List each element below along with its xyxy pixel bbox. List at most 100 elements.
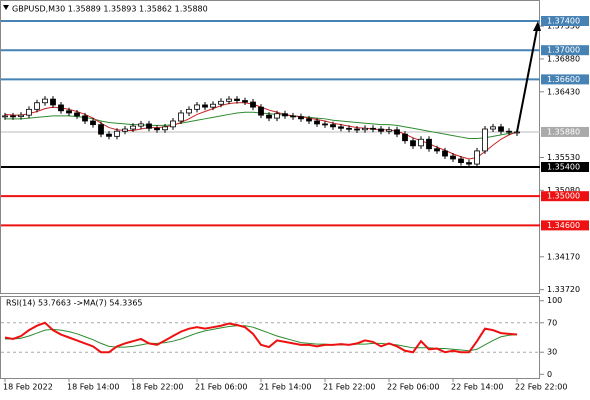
candle bbox=[362, 127, 368, 131]
candle bbox=[10, 115, 16, 118]
x-tick-label: 18 Feb 2022 bbox=[3, 383, 53, 392]
candle bbox=[226, 98, 232, 102]
x-tick-label: 21 Feb 22:00 bbox=[323, 383, 375, 392]
rsi-tick-label: 0 bbox=[547, 370, 552, 379]
candle bbox=[378, 128, 384, 132]
candle bbox=[82, 115, 88, 122]
rsi-tick-label: 100 bbox=[547, 296, 562, 305]
candle bbox=[2, 115, 8, 118]
candle bbox=[306, 118, 312, 122]
level-box bbox=[541, 16, 589, 27]
y-tick-label: 1.36880 bbox=[547, 54, 580, 63]
candle bbox=[178, 112, 184, 122]
arrow-line bbox=[516, 28, 538, 133]
candle bbox=[426, 138, 432, 150]
candle bbox=[474, 150, 480, 165]
candle bbox=[210, 103, 216, 108]
candle bbox=[218, 100, 224, 105]
candle bbox=[138, 123, 144, 127]
y-tick-label: 1.36430 bbox=[547, 87, 580, 96]
candle bbox=[162, 126, 168, 131]
rsi-ma-line bbox=[5, 325, 518, 352]
candle bbox=[434, 148, 440, 152]
candle bbox=[386, 129, 392, 132]
title-icon bbox=[3, 5, 9, 10]
rsi-tick-label: 30 bbox=[547, 348, 557, 357]
candle bbox=[514, 131, 520, 134]
candle bbox=[450, 155, 456, 160]
candle bbox=[18, 114, 24, 118]
candle bbox=[186, 108, 192, 114]
chart-title: GBPUSD,M30 1.35889 1.35893 1.35862 1.358… bbox=[12, 5, 208, 14]
candle bbox=[98, 124, 104, 135]
x-tick-label: 22 Feb 14:00 bbox=[451, 383, 503, 392]
candle bbox=[242, 100, 248, 103]
level-label: 1.36600 bbox=[547, 75, 580, 84]
candle bbox=[42, 98, 48, 104]
x-tick-label: 21 Feb 14:00 bbox=[259, 383, 311, 392]
candle bbox=[122, 128, 128, 132]
candle bbox=[34, 102, 40, 110]
y-tick-label: 1.33720 bbox=[547, 285, 580, 294]
candle bbox=[194, 104, 200, 110]
level-label: 1.34600 bbox=[547, 221, 580, 230]
candle bbox=[170, 120, 176, 128]
rsi-line bbox=[4, 321, 518, 354]
candle bbox=[370, 127, 376, 130]
candle bbox=[458, 158, 464, 164]
candle bbox=[290, 115, 296, 118]
level-label: 1.37400 bbox=[547, 17, 580, 26]
x-tick-label: 22 Feb 22:00 bbox=[515, 383, 567, 392]
candle bbox=[250, 101, 256, 108]
candle bbox=[338, 126, 344, 129]
candle bbox=[314, 120, 320, 125]
candle bbox=[274, 113, 280, 119]
x-tick-label: 18 Feb 22:00 bbox=[131, 383, 183, 392]
rsi-tick-label: 70 bbox=[547, 318, 557, 327]
candle bbox=[258, 106, 264, 116]
candle bbox=[66, 110, 72, 114]
candle bbox=[298, 116, 304, 120]
y-tick-label: 1.35530 bbox=[547, 153, 580, 162]
level-box bbox=[541, 220, 589, 231]
candle bbox=[202, 104, 208, 108]
candle bbox=[498, 126, 504, 132]
candle bbox=[442, 150, 448, 157]
candle bbox=[402, 133, 408, 142]
candle bbox=[154, 127, 160, 131]
price-frame bbox=[0, 0, 540, 294]
arrow-head bbox=[533, 21, 541, 32]
candle bbox=[106, 133, 112, 137]
level-label: 1.35400 bbox=[547, 162, 580, 171]
candle bbox=[130, 125, 136, 130]
candle bbox=[394, 129, 400, 135]
candle bbox=[346, 127, 352, 130]
current-price-box bbox=[541, 126, 589, 137]
candle bbox=[90, 120, 96, 126]
candle bbox=[58, 104, 64, 112]
candle bbox=[282, 113, 288, 117]
candle bbox=[354, 128, 360, 131]
candle bbox=[234, 98, 240, 101]
x-tick-label: 22 Feb 06:00 bbox=[387, 383, 439, 392]
candle bbox=[506, 130, 512, 133]
candle bbox=[322, 123, 328, 126]
candle bbox=[410, 140, 416, 147]
candle bbox=[74, 112, 80, 117]
level-box bbox=[541, 74, 589, 85]
level-label: 1.37000 bbox=[547, 46, 580, 55]
level-box bbox=[541, 161, 589, 172]
candle bbox=[114, 130, 120, 137]
y-tick-label: 1.35080 bbox=[547, 186, 580, 195]
current-price-label: 1.35880 bbox=[547, 127, 580, 136]
candle bbox=[418, 138, 424, 147]
candle bbox=[466, 162, 472, 165]
level-box bbox=[541, 45, 589, 56]
candle bbox=[26, 108, 32, 116]
candle bbox=[146, 123, 152, 129]
x-tick-label: 18 Feb 14:00 bbox=[67, 383, 119, 392]
candle bbox=[490, 126, 496, 130]
candle bbox=[330, 124, 336, 128]
rsi-title: RSI(14) 53.7663 ->MA(7) 54.3365 bbox=[6, 299, 143, 308]
